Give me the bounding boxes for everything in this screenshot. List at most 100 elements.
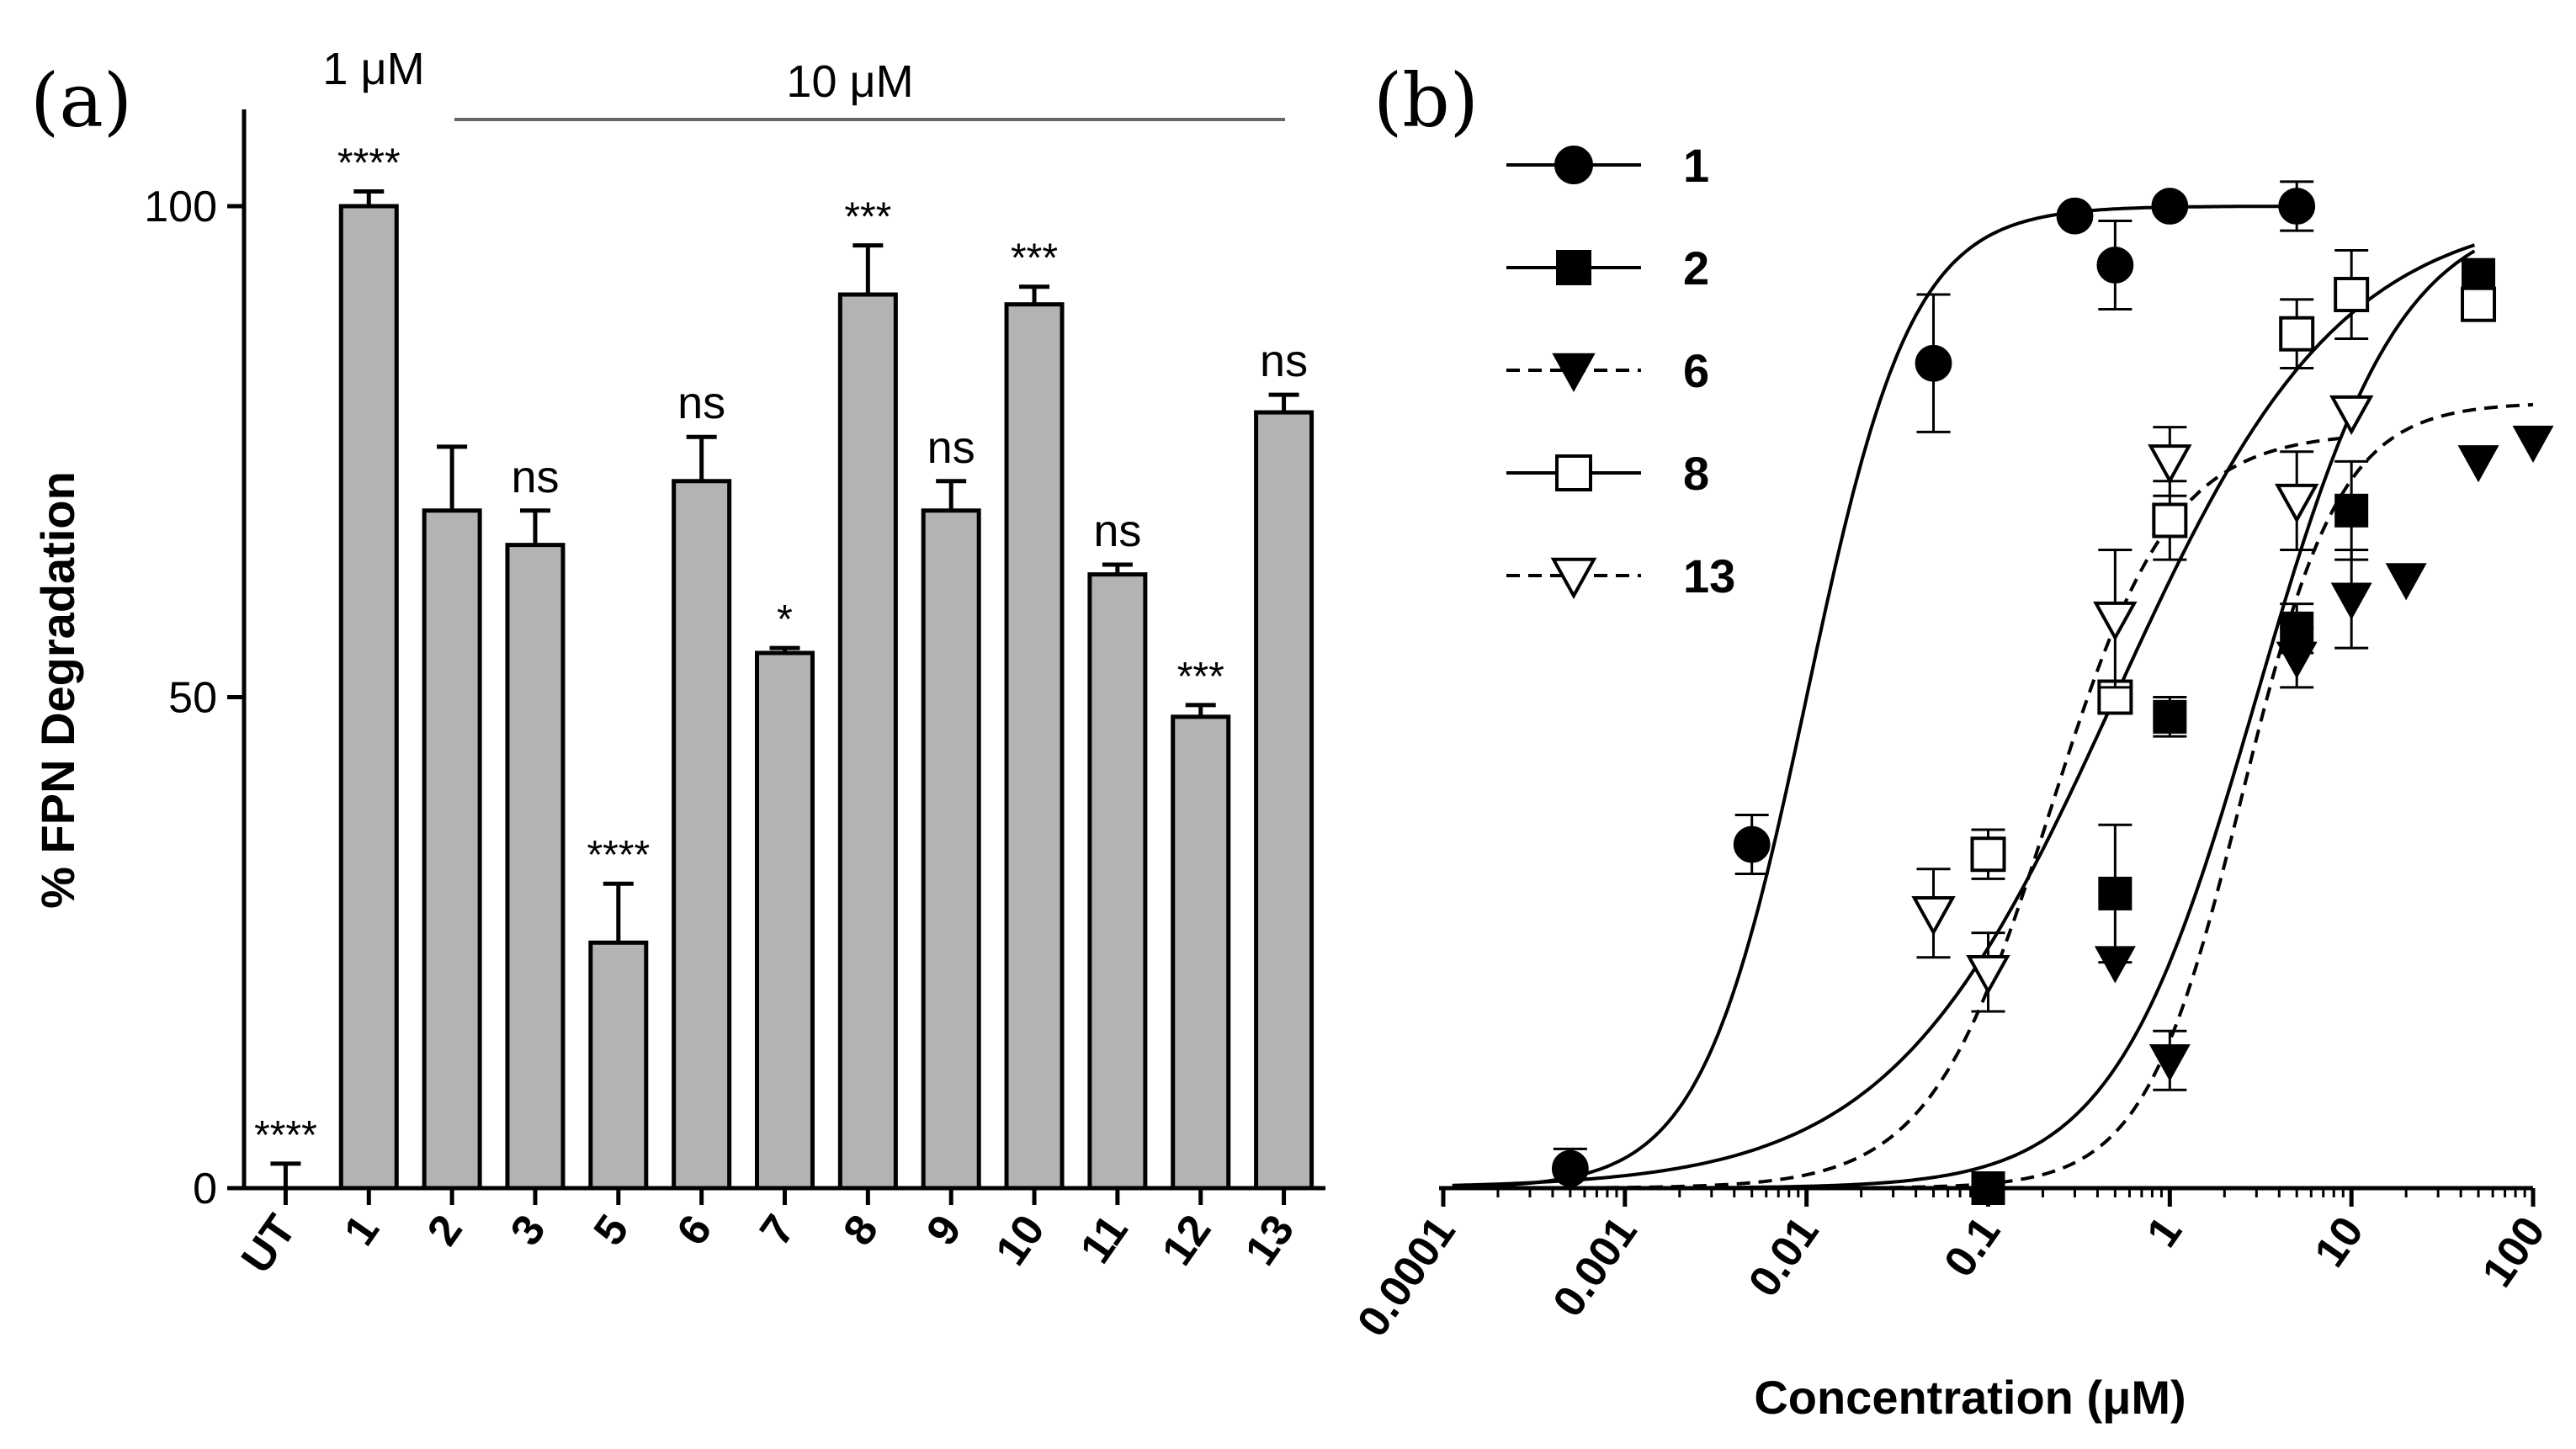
data-point-8 (2152, 502, 2188, 539)
legend-marker-13 (1550, 557, 1597, 600)
x-tick-label: 10 (986, 1207, 1054, 1275)
bar (921, 508, 981, 1191)
bar (505, 543, 566, 1191)
significance-label: *** (844, 195, 891, 240)
x-tick-label: 12 (1153, 1207, 1221, 1275)
x-tick-label: 0.0001 (1348, 1208, 1465, 1346)
data-point-8 (2334, 277, 2370, 313)
legend-marker-1 (1554, 146, 1593, 184)
x-tick-label: 9 (917, 1207, 971, 1255)
x-tick-label: 100 (2473, 1208, 2555, 1296)
x-tick-label: 7 (751, 1207, 805, 1255)
data-point-2 (1971, 1171, 2005, 1205)
data-point-13 (2274, 483, 2319, 524)
data-point-13 (2093, 601, 2138, 642)
significance-label: * (777, 597, 793, 642)
fit-curve-2 (1452, 249, 2476, 1190)
y-tick-label: 50 (168, 674, 217, 723)
data-point-13 (2329, 395, 2374, 435)
panel-b-label: (b) (1373, 57, 1479, 144)
legend-marker-6 (1552, 353, 1596, 393)
legend-marker-2 (1556, 250, 1591, 285)
bar (755, 650, 815, 1191)
data-point-8 (2461, 286, 2497, 322)
bar (837, 292, 898, 1191)
data-point-6 (2148, 1044, 2191, 1082)
data-point-1 (1551, 1149, 1589, 1187)
significance-label: ns (1093, 506, 1141, 556)
legend-label-13: 13 (1683, 549, 1735, 602)
fit-curve-8 (1452, 243, 2476, 1187)
legend: 1 2 6 8 13 (1506, 139, 1735, 602)
data-point-1 (2278, 188, 2316, 225)
x-tick-label: 3 (502, 1207, 555, 1255)
data-point-1 (2151, 188, 2189, 225)
bar-series (270, 188, 1315, 1191)
x-tick-label: 6 (667, 1207, 721, 1255)
bar (1087, 572, 1148, 1191)
bar (338, 204, 399, 1191)
x-tick-label: 1 (335, 1207, 389, 1255)
x-tick-label: 0.001 (1544, 1208, 1647, 1326)
significance-label: *** (1177, 655, 1224, 699)
data-point-1 (1915, 344, 1952, 382)
data-point-2 (2098, 876, 2133, 910)
data-point-8 (2279, 316, 2315, 352)
significance-label: **** (587, 833, 650, 878)
bar (1004, 302, 1065, 1191)
significance-label: ns (511, 452, 559, 502)
data-point-2 (2153, 699, 2187, 734)
data-point-6 (2385, 563, 2427, 601)
fit-curves (1452, 204, 2534, 1190)
data-point-6 (2512, 425, 2554, 463)
x-tick-label: UT (232, 1206, 305, 1282)
panel-a-label: (a) (30, 57, 132, 144)
data-point-2 (2334, 493, 2369, 528)
bar (422, 508, 482, 1191)
data-point-6 (2457, 445, 2499, 483)
x-tick-label: 0.01 (1739, 1208, 1829, 1306)
x-tick-label: 5 (585, 1207, 639, 1255)
bar-annotations: ********ns****ns****ns***ns***ns (254, 141, 1308, 1157)
dose-response-panel: (b) 0.0001 0.001 0.01 0.1 1 10 100 1 2 6 8 13 Conc… (1348, 57, 2555, 1424)
data-point-1 (2056, 197, 2094, 235)
data-point-6 (2094, 946, 2136, 984)
dose-label-single: 1 μM (322, 44, 424, 94)
dose-label-range: 10 μM (786, 56, 913, 107)
x-tick-label: 2 (418, 1207, 472, 1255)
fit-curve-13 (1452, 436, 2349, 1190)
significance-label: **** (337, 141, 401, 185)
data-points (1551, 180, 2554, 1205)
legend-label-1: 1 (1683, 139, 1709, 192)
x-tick-label: 13 (1236, 1207, 1304, 1275)
legend-label-6: 6 (1683, 344, 1709, 397)
data-point-2 (2462, 257, 2496, 292)
dose-response-axes: 0.0001 0.001 0.01 0.1 1 10 100 (1348, 1186, 2555, 1346)
x-tick-label: 10 (2305, 1208, 2373, 1276)
fit-curve-6 (1452, 402, 2534, 1190)
data-point-1 (1733, 825, 1771, 863)
data-point-1 (2096, 247, 2134, 284)
significance-label: ns (1260, 336, 1308, 386)
x-tick-label: 11 (1071, 1207, 1138, 1272)
data-point-8 (1970, 836, 2006, 873)
significance-label: *** (1011, 236, 1058, 281)
legend-label-8: 8 (1683, 447, 1709, 500)
data-point-13 (1911, 896, 1956, 937)
data-point-13 (1966, 955, 2010, 995)
y-tick-label: 100 (144, 183, 217, 231)
significance-label: **** (254, 1113, 317, 1158)
bar (588, 940, 649, 1191)
x-axis-title: Concentration (μM) (1754, 1371, 2186, 1424)
bar-y-axis-title: % FPN Degradation (31, 471, 84, 909)
significance-label: ns (927, 422, 975, 473)
x-tick-label: 0.1 (1935, 1208, 2010, 1286)
significance-label: ns (677, 378, 725, 428)
data-point-13 (2148, 444, 2192, 485)
legend-label-2: 2 (1683, 242, 1709, 295)
bar (1254, 410, 1315, 1191)
y-tick-label: 0 (193, 1165, 217, 1213)
